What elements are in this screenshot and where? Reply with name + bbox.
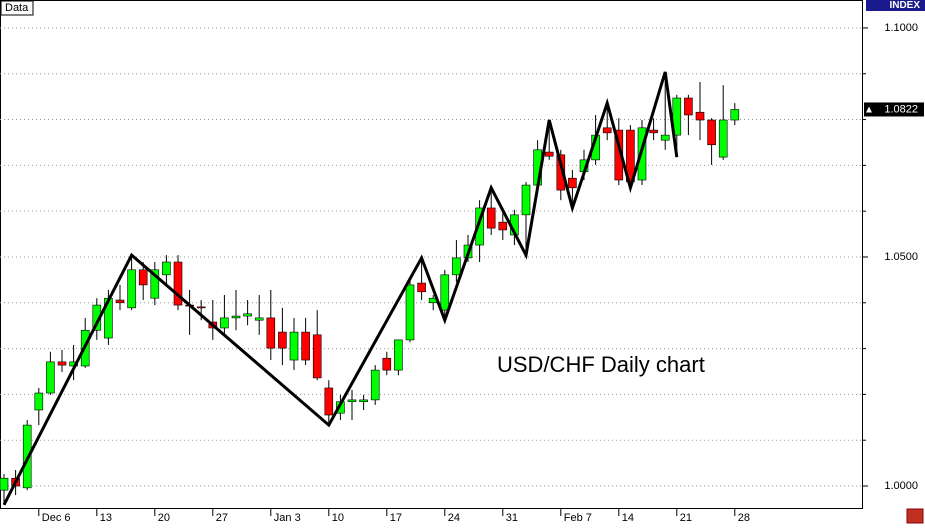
x-tick-label: 24 <box>448 512 460 524</box>
candle-body <box>266 317 276 349</box>
x-tick-label: 20 <box>158 512 170 524</box>
x-tick-label: 13 <box>100 512 112 524</box>
candle-body <box>0 477 9 491</box>
y-tick-label: 1.1000 <box>884 22 918 34</box>
last-price-label: 1.0822 <box>884 103 918 115</box>
candle-body <box>347 399 357 403</box>
candle-body <box>289 331 299 361</box>
candle-body <box>57 361 67 366</box>
candle-body <box>730 109 740 121</box>
candle-body <box>150 269 160 299</box>
candle-body <box>278 331 287 349</box>
candle-body <box>718 119 728 158</box>
candle-body <box>254 317 264 321</box>
axis-label-box <box>866 0 925 11</box>
candle-body <box>162 261 171 276</box>
candle-body <box>649 129 658 134</box>
candle-body <box>672 97 682 136</box>
x-tick-label: 31 <box>506 512 518 524</box>
candle-body <box>417 282 426 293</box>
candle-body <box>359 399 368 403</box>
candle-body <box>602 127 612 134</box>
candle-body <box>405 284 415 341</box>
axis-label: INDEX <box>889 0 920 11</box>
corner-icon <box>906 508 924 524</box>
candle-body <box>626 129 635 183</box>
candle-body <box>312 334 322 379</box>
candle-body <box>138 269 148 286</box>
candle-body <box>324 387 334 416</box>
candle-body <box>301 331 310 361</box>
x-tick-label: 27 <box>216 512 228 524</box>
candle-body <box>695 111 705 121</box>
x-tick-label: 14 <box>622 512 634 524</box>
candle-body <box>486 207 496 229</box>
last-price-box <box>864 102 924 117</box>
candle-body <box>370 369 380 401</box>
candle-body <box>440 274 450 311</box>
candle-body <box>196 306 206 309</box>
candle-body <box>556 154 566 191</box>
candle-body <box>521 184 531 216</box>
candle-body <box>684 97 693 116</box>
last-price-arrow <box>866 106 872 113</box>
x-tick-label: 10 <box>332 512 344 524</box>
candle-body <box>660 134 670 141</box>
candle-body <box>382 357 392 371</box>
candle-body <box>452 257 461 276</box>
zigzag-line <box>2 71 679 506</box>
panel-label: Data <box>5 2 29 14</box>
x-tick-label: Dec 6 <box>42 512 71 524</box>
candle-body <box>475 207 484 246</box>
y-tick-label: 1.0000 <box>884 480 918 492</box>
candle-body <box>394 339 403 371</box>
candle-body <box>498 221 508 231</box>
chart-title: USD/CHF Daily chart <box>497 352 705 377</box>
candle-body <box>568 177 577 189</box>
candle-body <box>231 315 241 319</box>
candle-body <box>243 313 252 317</box>
candle-body <box>544 151 554 157</box>
candle-body <box>34 392 44 411</box>
x-tick-label: 28 <box>738 512 750 524</box>
y-tick-label: 1.0500 <box>884 251 918 263</box>
x-tick-label: 17 <box>390 512 402 524</box>
candle-body <box>220 317 229 329</box>
candle-body <box>46 361 55 394</box>
panel-label-box <box>0 0 34 16</box>
x-tick-label: Jan 3 <box>274 512 301 524</box>
candle-body <box>115 299 125 304</box>
plot-frame <box>0 0 863 509</box>
x-tick-label: 21 <box>680 512 692 524</box>
candle-body <box>127 269 136 309</box>
candle-body <box>173 261 183 306</box>
x-tick-label: Feb 7 <box>564 512 592 524</box>
candle-body <box>707 119 716 146</box>
